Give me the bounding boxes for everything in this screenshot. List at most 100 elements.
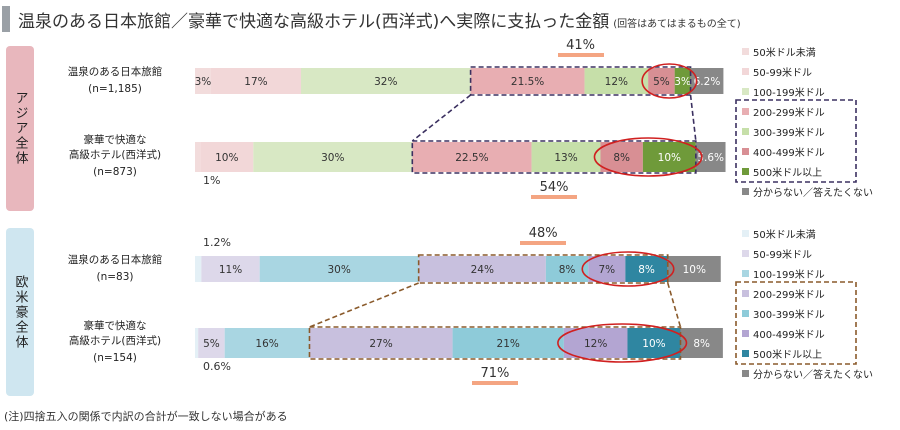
- legend-label: 50-99米ドル: [753, 250, 813, 261]
- bracket-connector: [411, 94, 472, 142]
- small-value-label: 1.2%: [203, 236, 231, 249]
- bracket-total-underline: [557, 53, 604, 57]
- legend-label: 分からない／答えたくない: [753, 370, 873, 381]
- legend-item: 50-99米ドル: [742, 246, 812, 261]
- legend-label: 200-299米ドル: [753, 290, 825, 301]
- title-bar: 温泉のある日本旅館／豪華で快適な高級ホテル(西洋式)へ実際に支払った金額 (回答は…: [0, 0, 900, 36]
- bar-segment: [674, 68, 691, 94]
- title-note: (回答はあてはまるもの全て): [613, 19, 741, 30]
- segment-label: 11%: [219, 264, 242, 276]
- segment-label: 8%: [693, 338, 710, 350]
- legend-label: 300-399米ドル: [753, 310, 825, 321]
- highlight-ellipse: [593, 137, 703, 177]
- bar-segment: [224, 328, 310, 358]
- highlight-ellipse: [641, 63, 698, 99]
- range-bracket: [469, 66, 692, 96]
- bar-segment: [253, 142, 413, 172]
- legend-swatch: [742, 310, 749, 317]
- legend-label: 500米ドル以上: [753, 350, 823, 361]
- segment-label: 24%: [471, 264, 494, 276]
- row-label-line: 温泉のある日本旅館: [67, 254, 163, 266]
- bar-segment: [195, 142, 201, 172]
- bar-segment: [452, 328, 564, 358]
- row-n: (n=873): [93, 166, 137, 178]
- bracket-connector: [666, 282, 682, 328]
- row-n: (n=83): [96, 271, 134, 283]
- legend-item: 300-399米ドル: [742, 124, 825, 139]
- row-label-line: 高級ホテル(西洋式): [68, 149, 162, 161]
- legend-swatch: [742, 250, 749, 257]
- legend-swatch: [742, 48, 749, 55]
- highlight-ellipse: [557, 323, 688, 363]
- bar-segment: [667, 256, 721, 282]
- bar-segment: [201, 256, 260, 282]
- range-bracket: [417, 254, 669, 284]
- segment-label: 27%: [369, 338, 392, 350]
- bar-segment: [642, 142, 696, 172]
- range-bracket: [411, 140, 697, 174]
- range-bracket: [308, 326, 682, 360]
- legend-swatch: [742, 230, 749, 237]
- segment-label: 22.5%: [455, 152, 488, 164]
- segment-label: 21.5%: [511, 76, 544, 88]
- legend-swatch: [742, 148, 749, 155]
- row-label: 温泉のある日本旅館 (n=83): [40, 253, 190, 285]
- segment-label: 5%: [653, 76, 670, 88]
- bar-segment: [563, 328, 628, 358]
- bar-segment: [584, 68, 649, 94]
- segment-label: 32%: [374, 76, 397, 88]
- segment-label: 21%: [497, 338, 520, 350]
- segment-label: 6.2%: [694, 76, 721, 88]
- legend-item: 400-499米ドル: [742, 144, 825, 159]
- legend-item: 200-299米ドル: [742, 104, 825, 119]
- bar-segment: [210, 68, 301, 94]
- bar-segment: [198, 328, 225, 358]
- legend-item: 分からない／答えたくない: [742, 366, 873, 381]
- legend-label: 50-99米ドル: [753, 68, 813, 79]
- row-n: (n=154): [93, 352, 137, 364]
- segment-label: 30%: [321, 152, 344, 164]
- bracket-connector: [309, 282, 419, 328]
- legend-item: 100-199米ドル: [742, 266, 825, 281]
- legend-label: 300-399米ドル: [753, 128, 825, 139]
- legend-swatch: [742, 350, 749, 357]
- legend-item: 50-99米ドル: [742, 64, 812, 79]
- bar-segment: [531, 142, 601, 172]
- bar-segment: [680, 328, 723, 358]
- bar-segment: [625, 256, 668, 282]
- segment-label: 5%: [203, 338, 220, 350]
- segment-label: 12%: [605, 76, 628, 88]
- legend-item: 50米ドル未満: [742, 44, 816, 59]
- bar-segment: [600, 142, 643, 172]
- legend-swatch: [742, 290, 749, 297]
- bar-segment: [627, 328, 681, 358]
- row-label-line: 高級ホテル(西洋式): [68, 335, 162, 347]
- bracket-total: 48%: [513, 226, 573, 245]
- group-tag: アジア全体: [6, 46, 34, 211]
- bracket-total-text: 54%: [539, 180, 569, 195]
- bracket-total: 54%: [524, 180, 584, 199]
- row-label: 温泉のある日本旅館 (n=1,185): [40, 65, 190, 97]
- legend-swatch: [742, 370, 749, 377]
- segment-label: 8%: [638, 264, 655, 276]
- legend-bracket: [735, 281, 857, 365]
- bracket-total: 41%: [551, 38, 611, 57]
- legend-swatch: [742, 168, 749, 175]
- legend-item: 300-399米ドル: [742, 306, 825, 321]
- legend-swatch: [742, 128, 749, 135]
- bracket-total-text: 71%: [480, 366, 510, 381]
- segment-label: 7%: [598, 264, 615, 276]
- bar-segment: [412, 142, 532, 172]
- legend-label: 100-199米ドル: [753, 270, 825, 281]
- row-n: (n=1,185): [88, 83, 142, 95]
- segment-label: 3%: [674, 76, 691, 88]
- segment-label: 10%: [642, 338, 665, 350]
- title-accent: [2, 6, 10, 32]
- bracket-total-underline: [520, 241, 567, 245]
- bracket-total: 71%: [465, 366, 525, 385]
- legend-label: 400-499米ドル: [753, 330, 825, 341]
- segment-label: 30%: [327, 264, 350, 276]
- bar-segment: [418, 256, 546, 282]
- legend-bracket: [735, 99, 857, 183]
